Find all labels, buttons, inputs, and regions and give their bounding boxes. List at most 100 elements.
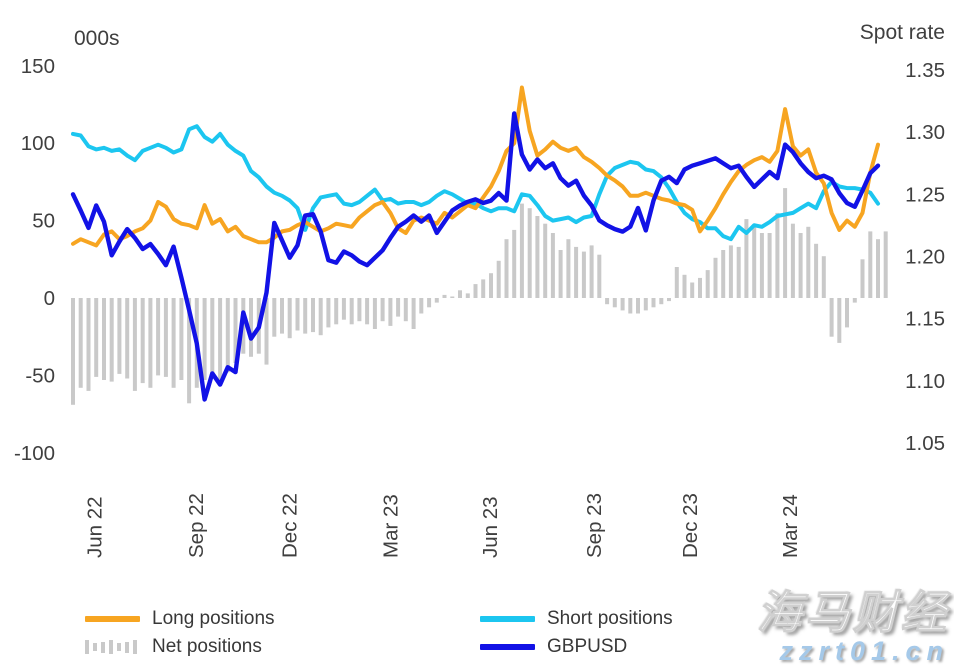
net-positions-bar [334,298,339,325]
net-positions-bar [496,260,501,298]
short-positions-label: Short positions [547,608,673,629]
x-axis-tick-label: Jun 23 [479,496,502,558]
net-positions-bar [519,203,524,298]
right-axis-title: Spot rate [859,21,945,44]
left-axis-tick-label: 50 [32,210,55,233]
net-positions-bar [411,298,416,329]
net-positions-bar [589,245,594,298]
net-positions-bar [543,223,548,298]
net-positions-bar [465,293,470,298]
net-positions-bar [179,298,184,380]
long-positions-line [71,85,880,248]
right-axis-tick-label: 1.15 [905,308,945,331]
net-positions-bar [287,298,292,339]
net-positions-bar [852,298,857,303]
net-positions-bar [187,298,192,404]
net-positions-bar [535,216,540,298]
net-positions-bar [814,243,819,298]
net-positions-bar [357,298,362,322]
x-axis-tick-label: Sep 23 [583,493,606,558]
net-positions-bar [597,254,602,298]
net-positions-bar [667,298,671,302]
net-positions-bar [419,298,424,314]
net-positions-bar [574,246,579,298]
net-positions-bar [752,226,757,298]
net-positions-bar [132,298,137,391]
net-positions-bar [403,298,408,322]
net-positions-bar [489,273,493,298]
net-positions-bar [829,298,834,337]
net-positions-bar [767,233,772,298]
net-positions-bar [473,284,478,298]
net-positions-bar [651,298,656,308]
net-positions-bar [272,298,277,337]
net-positions-bar [163,298,168,377]
net-positions-bar [713,257,718,298]
net-positions-bar [427,298,432,308]
net-positions-bar [558,250,563,298]
x-axis-tick-label: Mar 23 [379,494,402,558]
net-positions-bar [783,188,788,298]
left-axis-tick-label: -100 [14,442,55,465]
right-axis-tick-label: 1.20 [905,246,945,269]
left-axis-title: 000s [74,27,120,50]
net-positions-bar [775,212,780,298]
x-axis-tick-label: Jun 22 [84,496,107,558]
left-axis-tick-label: 100 [21,132,55,155]
gbpusd-line [70,111,881,402]
x-axis-tick-label: Dec 23 [679,493,702,558]
net-positions-bar [225,298,230,373]
net-positions-bar [94,298,99,377]
right-axis-tick-label: 1.10 [905,370,945,393]
net-positions-bar [527,208,532,298]
net-positions-bar [318,298,323,336]
net-positions-bar [372,298,377,329]
net-positions-bar [566,239,571,298]
net-positions-bar [721,250,726,298]
long-positions-swatch-icon [85,616,140,622]
net-positions-bar [728,245,733,298]
net-positions-bar [86,298,91,391]
net-positions-bar [868,231,873,298]
short-positions-swatch-icon [480,616,535,622]
net-positions-bar [365,298,370,325]
net-positions-bar [349,298,354,325]
legend-item-gbpusd: GBPUSD [480,636,627,658]
net-positions-bar [736,246,741,298]
net-positions-bar [78,298,83,388]
net-positions-bar [109,298,114,382]
net-positions-bar [295,298,300,331]
net-positions-bar [821,256,826,298]
net-positions-bar [628,298,633,314]
net-positions-bar [636,298,640,314]
net-positions-bar [860,259,865,298]
net-positions-bar [303,298,308,334]
net-positions-bar [659,298,664,305]
net-positions-bar [148,298,153,388]
net-positions-bar [806,226,811,298]
gbpusd-swatch-icon [480,644,535,650]
short-positions-line [71,124,880,242]
net-positions-bar [620,298,625,311]
x-axis-tick-label: Mar 24 [779,494,802,558]
legend-item-net-positions: Net positions [85,636,262,658]
net-positions-bar [117,298,122,374]
net-positions-bar [605,298,610,305]
net-positions-bar [705,270,710,298]
net-positions-swatch-icon [85,639,140,655]
left-axis-tick-label: 0 [44,287,55,310]
net-positions-bar [744,219,749,298]
net-positions-bar [140,298,145,384]
net-positions-bar [512,229,517,298]
net-positions-bar [883,231,888,298]
net-positions-bar [156,298,161,376]
x-axis-tick-label: Dec 22 [279,493,302,558]
net-positions-bar [458,290,462,298]
net-positions-bar [388,298,393,326]
net-positions-bar [102,298,106,380]
x-axis-tick-label: Sep 22 [185,493,208,558]
right-axis-tick-label: 1.30 [905,121,945,144]
net-positions-bar [396,298,401,317]
net-positions-bar [837,298,842,343]
net-positions-bars [71,188,888,405]
